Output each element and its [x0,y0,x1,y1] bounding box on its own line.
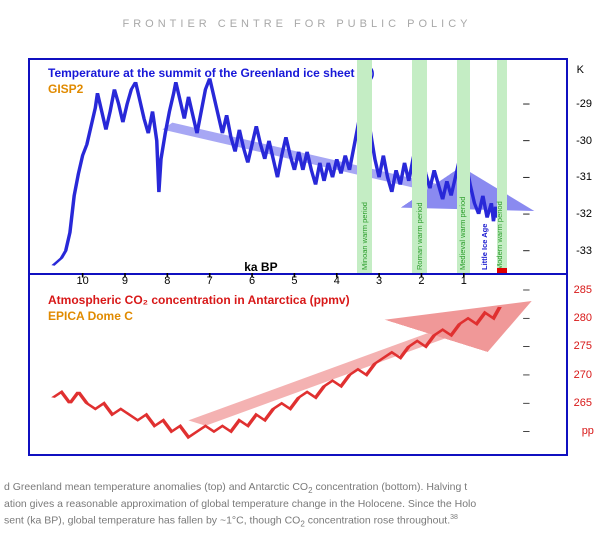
caption-line3b: concentration rose throughout. [305,514,450,526]
caption-line1b: concentration (bottom). Halving t [313,481,468,493]
x-tick: 1 [461,275,467,287]
top-y-tick: -30 [576,135,592,147]
warm-period-label: Medieval warm period [458,196,467,269]
x-tick: 3 [376,275,382,287]
x-tick: 2 [418,275,424,287]
warm-period-label: Modern warm period [495,201,504,270]
caption-line1a: d Greenland mean temperature anomalies (… [4,481,308,493]
bottom-y-tick: 265 [574,397,592,409]
x-tick: 5 [291,275,297,287]
page-header: FRONTIER CENTRE FOR PUBLIC POLICY [0,0,594,38]
bottom-chart-svg [30,273,566,454]
bottom-y-tick: ppmv 260 [582,425,594,437]
caption-line3a: sent (ka BP), global temperature has fal… [4,514,300,526]
caption-sup: 38 [450,514,458,521]
caption-line2: ation gives a reasonable approximation o… [4,498,476,510]
figure-caption: d Greenland mean temperature anomalies (… [0,480,582,530]
warm-period-label: Minoan warm period [360,202,369,270]
top-y-tick: -32 [576,208,592,220]
x-tick: 8 [164,275,170,287]
top-y-tick: -33 [576,245,592,257]
bottom-y-tick: 285 [574,284,592,296]
figure-frame: Temperature at the summit of the Greenla… [28,58,568,456]
x-tick: 4 [334,275,340,287]
bottom-y-tick: 280 [574,312,592,324]
top-y-tick: -31 [576,171,592,183]
top-chart: Temperature at the summit of the Greenla… [30,60,566,273]
bottom-y-tick: 270 [574,369,592,381]
x-tick: 6 [249,275,255,287]
x-axis-label: ka BP [244,260,277,274]
warm-period-label: Roman warm period [415,202,424,270]
x-tick: 7 [207,275,213,287]
top-y-unit: K [577,64,584,76]
x-tick: 9 [122,275,128,287]
little-ice-age-label: Little Ice Age [480,223,489,269]
bottom-y-tick: 275 [574,340,592,352]
x-tick: 10 [77,275,89,287]
top-y-tick: -29 [576,98,592,110]
bottom-chart: Atmospheric CO₂ concentration in Antarct… [30,273,566,454]
